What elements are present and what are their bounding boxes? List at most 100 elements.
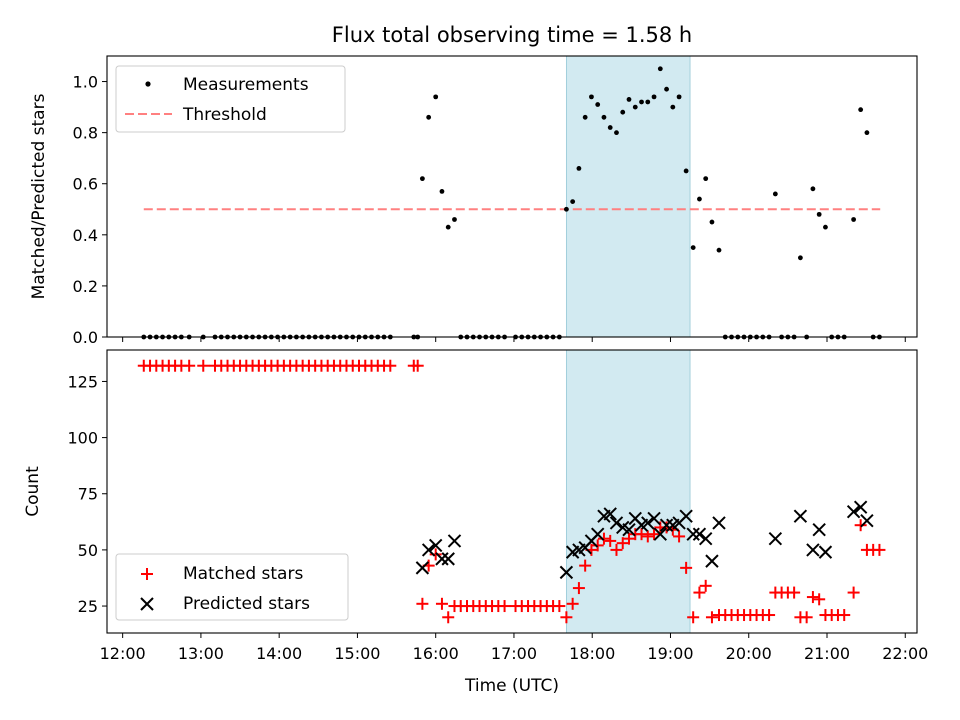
measurement-point — [657, 66, 663, 72]
legend-matched-label: Matched stars — [183, 564, 303, 584]
predicted-star-point — [846, 505, 861, 519]
predicted-star-point — [659, 518, 674, 532]
measurement-point — [452, 217, 457, 222]
measurement-point — [576, 166, 582, 171]
matched-star-point — [806, 591, 819, 604]
predicted-star-point — [812, 522, 826, 537]
measurement-point — [823, 224, 828, 230]
predicted-star-point — [647, 511, 661, 526]
predicted-star-point — [853, 500, 868, 514]
top-panel: 0.0 0.2 0.4 0.6 0.8 1.0 Matched/Predicted sta… — [29, 55, 918, 347]
top-legend: Measurements Threshold — [115, 65, 346, 133]
measurement-point — [445, 224, 451, 230]
matched-star-point — [873, 543, 886, 556]
measurement-point — [645, 99, 651, 105]
matched-star-point — [813, 593, 826, 606]
legend-predicted-label: Predicted stars — [183, 594, 310, 614]
matched-star-point — [687, 611, 700, 624]
matched-star-point — [498, 600, 511, 613]
matched-star-point — [597, 532, 610, 545]
matched-star-point — [693, 586, 706, 599]
x-tick-label: 22:00 — [882, 644, 928, 663]
x-tick-label: 17:00 — [491, 644, 537, 663]
predicted-star-point — [686, 527, 700, 541]
measurement-point — [858, 107, 864, 113]
legend-predicted-marker — [140, 597, 154, 611]
measurement-point — [620, 109, 626, 115]
predicted-star-point — [806, 543, 820, 557]
measurement-point — [607, 125, 613, 130]
top-y-tick-label: 1.0 — [73, 73, 98, 92]
x-tick-label: 13:00 — [178, 644, 224, 663]
bottom-y-tick-label: 75 — [78, 485, 98, 504]
measurement-point — [570, 199, 576, 205]
matched-star-point — [560, 611, 573, 624]
matched-star-point — [616, 537, 629, 550]
matched-star-point — [384, 359, 397, 372]
x-tick-label: 21:00 — [804, 644, 850, 663]
matched-star-point — [788, 586, 801, 599]
bottom-y-tick-label: 25 — [78, 597, 98, 616]
measurement-point — [563, 206, 569, 212]
matched-star-point — [699, 579, 712, 592]
matched-star-point — [635, 528, 648, 541]
measurement-point — [632, 104, 638, 110]
matched-star-point — [648, 528, 661, 541]
predicted-star-point — [609, 516, 624, 530]
observing-window-top — [565, 55, 691, 338]
predicted-star-point — [435, 552, 449, 566]
bottom-legend: Matched stars Predicted stars — [115, 553, 349, 621]
predicted-star-point — [768, 531, 783, 546]
matched-star-point — [553, 600, 566, 613]
measurement-point — [810, 186, 816, 192]
x-tick-label: 16:00 — [413, 644, 459, 663]
top-x-ticks — [122, 337, 906, 342]
measurement-point — [589, 94, 594, 100]
predicted-star-point — [641, 516, 655, 530]
top-y-tick-label: 0.2 — [73, 277, 98, 296]
bottom-y-axis-label: Count — [23, 466, 43, 517]
predicted-star-point — [603, 507, 617, 521]
bottom-y-tick-label: 100 — [67, 429, 98, 448]
measurement-point — [851, 217, 857, 222]
x-tick-label: 12:00 — [100, 644, 146, 663]
observing-window-bottom — [565, 349, 691, 634]
bottom-panel: 25 50 75 100 125 12:00 13:00 14:00 15:00 16:00 17… — [23, 349, 928, 696]
measurement-point — [426, 114, 432, 120]
matched-star-point — [411, 359, 424, 372]
measurement-point — [690, 245, 696, 250]
matched-star-point — [763, 609, 776, 622]
x-tick-label: 14:00 — [256, 644, 302, 663]
predicted-star-point — [860, 513, 874, 528]
matched-star-point — [579, 559, 592, 572]
matched-star-point — [800, 611, 813, 624]
predicted-star-point — [421, 543, 436, 557]
x-axis-label: Time (UTC) — [464, 676, 559, 696]
matched-star-point — [673, 530, 686, 543]
predicted-star-point — [590, 527, 605, 541]
matched-star-point — [610, 543, 623, 556]
top-axes-frame — [106, 55, 918, 338]
measurement-point — [864, 130, 870, 136]
matched-star-point — [604, 534, 617, 547]
measurement-point — [614, 130, 619, 136]
measurement-point — [797, 255, 803, 261]
predicted-star-point — [698, 531, 713, 546]
legend-measurements-marker — [145, 81, 151, 87]
matched-star-point — [591, 539, 604, 552]
predicted-star-point — [447, 534, 462, 548]
predicted-star-point — [559, 565, 574, 580]
measurement-point — [419, 176, 425, 182]
matched-star-point — [435, 597, 448, 610]
x-tick-label: 15:00 — [334, 644, 380, 663]
bottom-y-tick-label: 50 — [78, 541, 98, 560]
top-y-axis-label: Matched/Predicted stars — [29, 93, 49, 299]
predicted-star-point — [415, 561, 430, 575]
measurement-point — [709, 219, 715, 225]
measurement-point — [651, 94, 657, 100]
measurement-point — [433, 94, 439, 100]
predicted-star-point — [712, 516, 726, 530]
measurement-point — [816, 211, 822, 217]
measurement-point — [664, 86, 669, 92]
predicted-star-point — [653, 527, 668, 541]
